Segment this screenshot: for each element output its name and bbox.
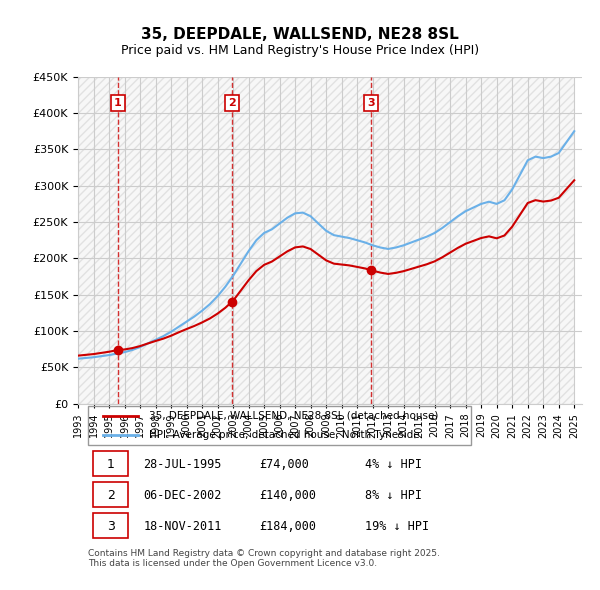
Bar bbox=[93, 513, 128, 537]
Text: 28-JUL-1995: 28-JUL-1995 bbox=[143, 458, 222, 471]
Text: £140,000: £140,000 bbox=[259, 489, 316, 502]
Text: HPI: Average price, detached house, North Tyneside: HPI: Average price, detached house, Nort… bbox=[149, 430, 419, 440]
Text: Contains HM Land Registry data © Crown copyright and database right 2025.
This d: Contains HM Land Registry data © Crown c… bbox=[88, 549, 440, 568]
Text: 06-DEC-2002: 06-DEC-2002 bbox=[143, 489, 222, 502]
Text: £184,000: £184,000 bbox=[259, 520, 316, 533]
Text: 1: 1 bbox=[107, 458, 115, 471]
Bar bbox=[93, 451, 128, 476]
Text: £74,000: £74,000 bbox=[259, 458, 310, 471]
Text: 8% ↓ HPI: 8% ↓ HPI bbox=[365, 489, 422, 502]
Text: 2: 2 bbox=[107, 489, 115, 502]
Text: Price paid vs. HM Land Registry's House Price Index (HPI): Price paid vs. HM Land Registry's House … bbox=[121, 44, 479, 57]
Text: 35, DEEPDALE, WALLSEND, NE28 8SL: 35, DEEPDALE, WALLSEND, NE28 8SL bbox=[141, 27, 459, 41]
Text: 2: 2 bbox=[228, 98, 236, 108]
Text: 1: 1 bbox=[114, 98, 122, 108]
Text: 35, DEEPDALE, WALLSEND, NE28 8SL (detached house): 35, DEEPDALE, WALLSEND, NE28 8SL (detach… bbox=[149, 411, 438, 421]
Text: 4% ↓ HPI: 4% ↓ HPI bbox=[365, 458, 422, 471]
Text: 3: 3 bbox=[107, 520, 115, 533]
Text: 19% ↓ HPI: 19% ↓ HPI bbox=[365, 520, 430, 533]
Bar bbox=[93, 482, 128, 507]
Text: 3: 3 bbox=[367, 98, 374, 108]
Bar bbox=[88, 406, 471, 445]
Text: 18-NOV-2011: 18-NOV-2011 bbox=[143, 520, 222, 533]
